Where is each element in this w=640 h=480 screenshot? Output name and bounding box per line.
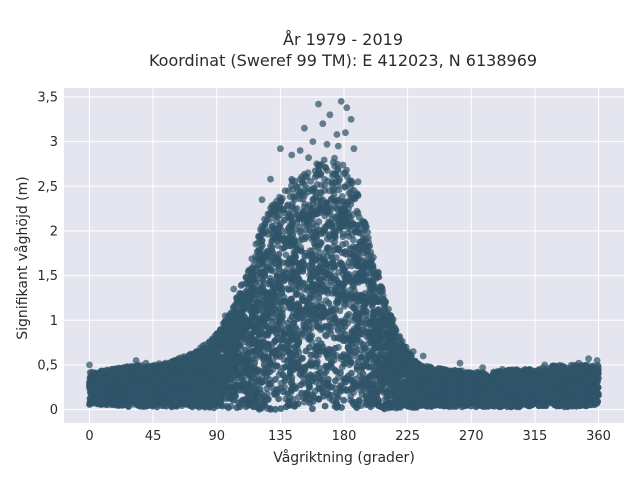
data-point (411, 357, 419, 365)
data-point (328, 181, 336, 189)
data-point (298, 173, 306, 181)
data-point (336, 176, 343, 183)
data-point (274, 242, 281, 249)
data-point (351, 352, 359, 360)
data-point (293, 205, 301, 213)
data-point (259, 228, 267, 236)
data-point (218, 326, 226, 334)
data-point (334, 182, 342, 190)
data-point (301, 181, 309, 188)
data-point (315, 249, 323, 256)
data-point (248, 255, 256, 263)
data-point (233, 294, 241, 302)
data-point (354, 192, 362, 200)
data-point (88, 368, 95, 376)
data-point (316, 189, 324, 196)
data-point (345, 310, 353, 318)
data-point (347, 392, 355, 400)
data-point (312, 193, 319, 201)
data-point (291, 196, 299, 203)
data-point (307, 325, 315, 332)
data-point (331, 170, 339, 178)
data-point (304, 169, 312, 177)
data-point (309, 200, 317, 208)
data-point (339, 270, 347, 278)
data-point (310, 184, 317, 192)
chart-title-line-1: År 1979 - 2019 (283, 30, 403, 49)
data-point (314, 161, 322, 169)
data-point (375, 287, 383, 295)
data-point (344, 180, 352, 188)
data-point (364, 234, 372, 242)
data-point (322, 332, 330, 340)
data-point (567, 361, 575, 369)
data-point (254, 239, 262, 247)
data-point (339, 233, 347, 241)
data-point (321, 176, 328, 183)
data-point (347, 189, 355, 197)
data-point (238, 281, 246, 288)
data-point (334, 160, 341, 168)
grid-x (88, 88, 600, 423)
data-point (323, 167, 331, 174)
data-point (359, 224, 367, 232)
data-point (392, 326, 400, 334)
data-point (229, 303, 237, 311)
data-point (268, 238, 276, 245)
data-point (311, 173, 319, 181)
data-point (208, 335, 216, 343)
data-point (331, 154, 338, 162)
data-point (341, 318, 349, 326)
data-point (277, 197, 285, 205)
data-points (86, 98, 602, 413)
data-point (274, 362, 281, 370)
data-point (325, 187, 333, 195)
data-point (276, 212, 283, 220)
data-point (162, 359, 170, 367)
data-point (285, 187, 292, 195)
data-point (288, 177, 296, 185)
data-point (339, 161, 347, 169)
data-point (307, 178, 314, 185)
chart-title-line-2: Koordinat (Sweref 99 TM): E 412023, N 61… (149, 51, 537, 70)
data-point (340, 302, 348, 310)
data-point (309, 294, 317, 302)
data-point (342, 240, 350, 247)
data-point (338, 363, 346, 371)
data-point (360, 249, 368, 257)
